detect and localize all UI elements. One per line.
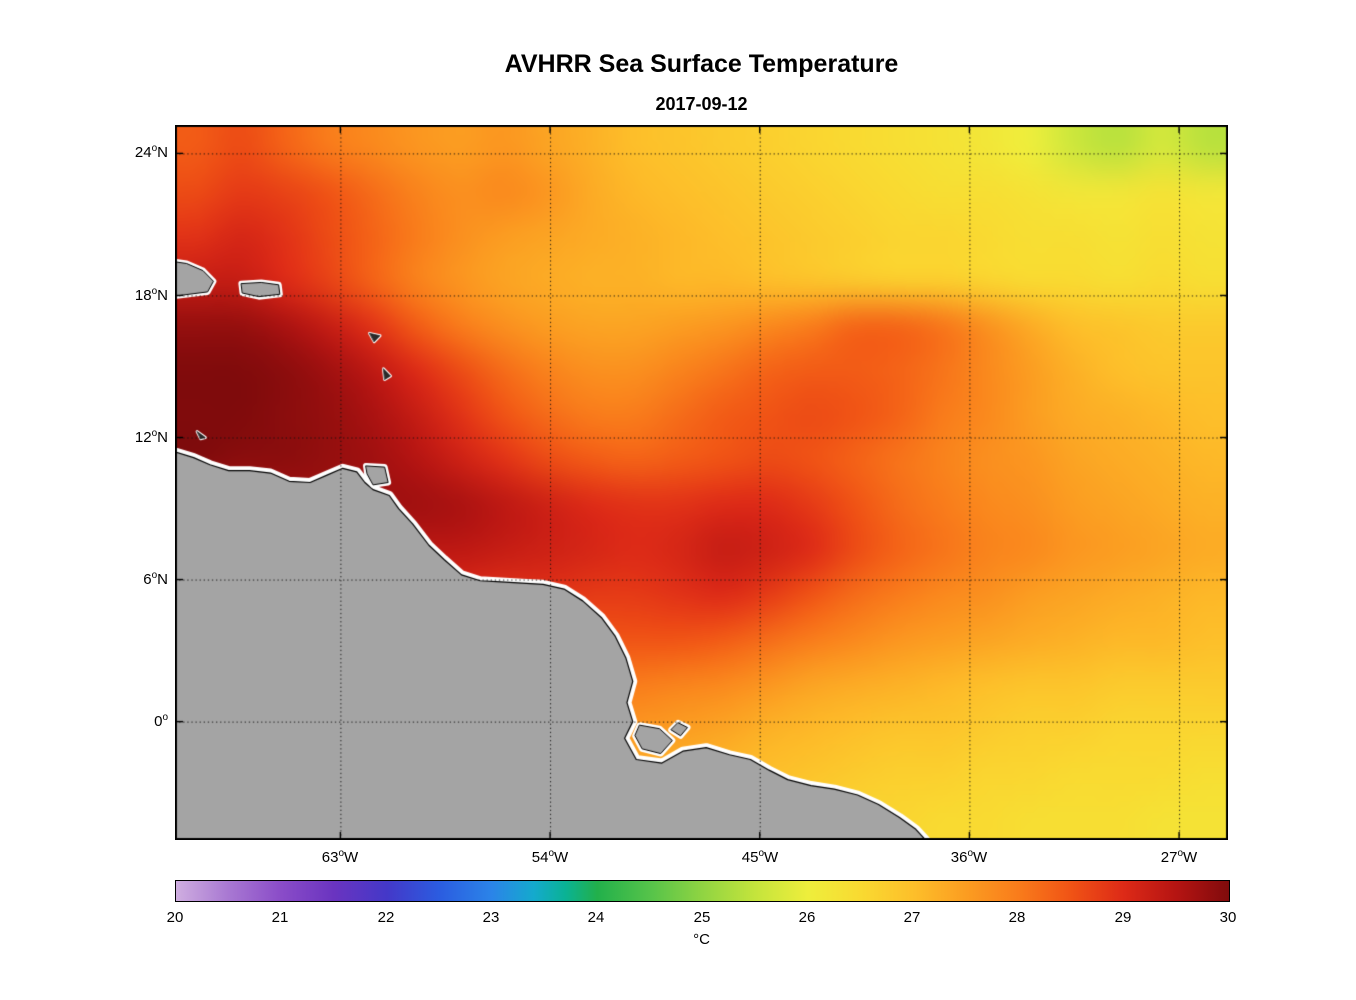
colorbar-tick-label: 26 (798, 909, 816, 926)
colorbar-tick-label: 20 (166, 909, 184, 926)
degree-symbol: o (151, 570, 158, 581)
colorbar-tick-label: 27 (903, 909, 921, 926)
lat-tick-label: 0o (154, 712, 168, 731)
colorbar-gradient (175, 880, 1230, 902)
degree-symbol: o (1177, 848, 1184, 859)
degree-symbol: o (758, 848, 765, 859)
colorbar-tick-label: 24 (587, 909, 605, 926)
lat-tick-label: 12oN (134, 428, 168, 447)
sst-map-canvas (175, 125, 1228, 840)
lon-tick-label: 27oW (1160, 848, 1198, 867)
chart-title: AVHRR Sea Surface Temperature (504, 50, 899, 78)
degree-symbol: o (151, 286, 158, 297)
colorbar-tick-label: 21 (271, 909, 289, 926)
degree-symbol: o (151, 428, 158, 439)
lat-tick-label: 6oN (143, 570, 168, 589)
colorbar-tick-label: 22 (377, 909, 395, 926)
lon-tick-label: 63oW (321, 848, 359, 867)
colorbar-tick-label: 30 (1219, 909, 1237, 926)
lon-tick-label: 54oW (531, 848, 569, 867)
colorbar-tick-label: 28 (1008, 909, 1026, 926)
lon-tick-label: 45oW (741, 848, 779, 867)
colorbar-tick-label: 23 (482, 909, 500, 926)
colorbar-tick-label: 25 (693, 909, 711, 926)
colorbar-tick-label: 29 (1114, 909, 1132, 926)
degree-symbol: o (338, 848, 345, 859)
degree-symbol: o (967, 848, 974, 859)
lat-tick-label: 24oN (134, 143, 168, 162)
lat-tick-label: 18oN (134, 286, 168, 305)
colorbar-unit-label: °C (693, 931, 710, 948)
degree-symbol: o (151, 143, 158, 154)
degree-symbol: o (162, 712, 168, 723)
chart-subtitle: 2017-09-12 (655, 94, 748, 114)
lon-tick-label: 36oW (950, 848, 988, 867)
degree-symbol: o (548, 848, 555, 859)
